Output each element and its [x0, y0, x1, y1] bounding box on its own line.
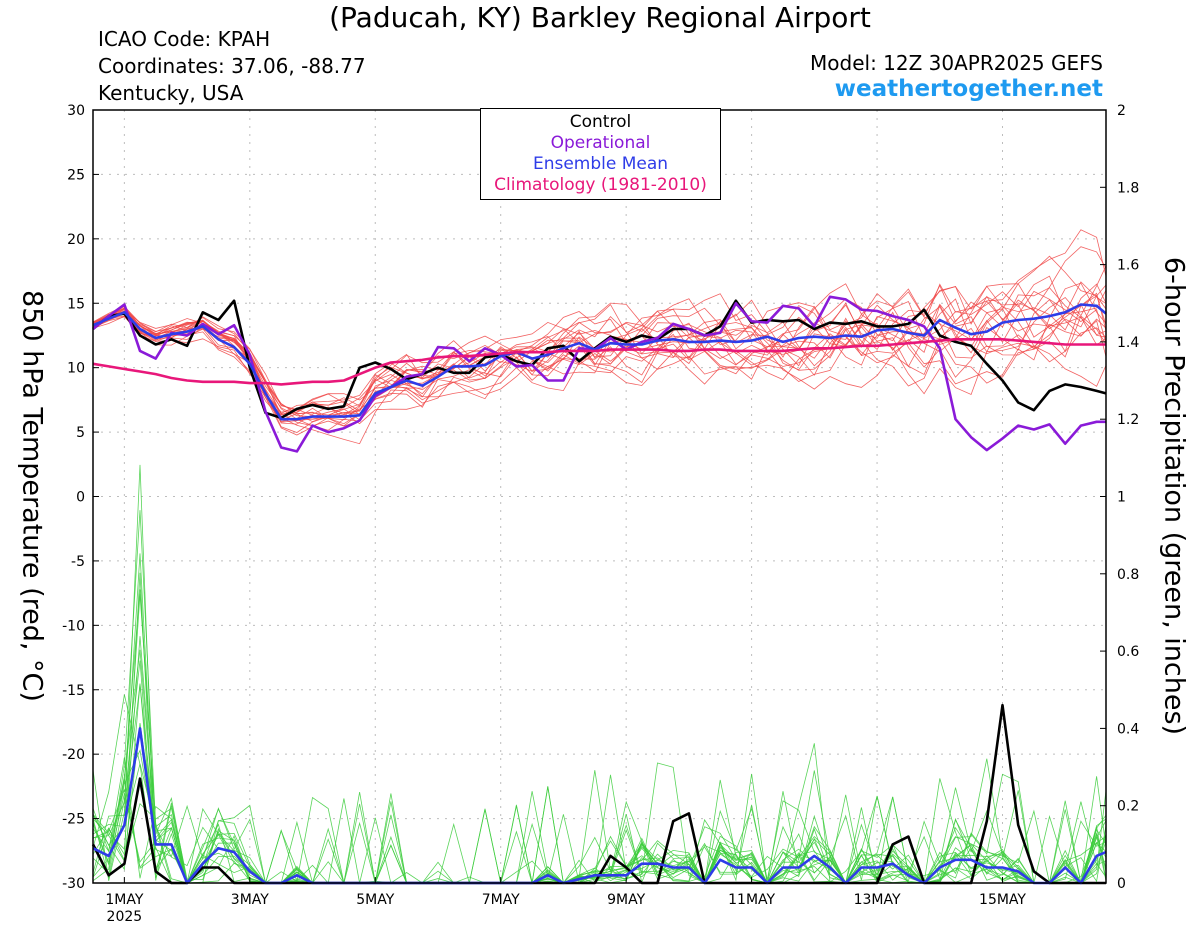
x-tick-label: 5MAY	[356, 892, 394, 908]
y-tick-label-left: -5	[71, 554, 85, 570]
x-tick-label: 3MAY	[231, 892, 269, 908]
y-tick-label-right: 2	[1117, 103, 1126, 119]
x-tick-label: 1MAY	[105, 892, 143, 908]
member-precip-line	[92, 594, 1107, 884]
coordinates: Coordinates: 37.06, -88.77	[98, 54, 366, 78]
y-tick-label-right: 0.2	[1117, 799, 1139, 815]
legend: Control Operational Ensemble Mean Climat…	[480, 108, 721, 200]
y-tick-label-left: -20	[62, 747, 85, 763]
y-tick-label-left: -30	[62, 876, 85, 892]
y-tick-label-right: 0.6	[1117, 644, 1139, 660]
x-tick-label: 15MAY	[979, 892, 1026, 908]
y-tick-label-left: 20	[67, 232, 85, 248]
location: Kentucky, USA	[98, 81, 244, 105]
mean-precip-line	[92, 727, 1107, 885]
x-tick-label: 13MAY	[854, 892, 901, 908]
grid-lines	[93, 110, 1106, 883]
x-tick-label: 7MAY	[482, 892, 520, 908]
y-tick-label-left: 15	[67, 296, 85, 312]
axes: 302520151050-5-10-15-20-25-3021.81.61.41…	[62, 103, 1139, 925]
y-tick-label-right: 1.8	[1117, 180, 1139, 196]
member-precip-line	[92, 649, 1107, 884]
x-tick-label: 9MAY	[607, 892, 645, 908]
y-tick-label-right: 1.4	[1117, 335, 1139, 351]
y-tick-label-left: 5	[76, 425, 85, 441]
legend-control: Control	[569, 112, 632, 132]
legend-ensemble-mean: Ensemble Mean	[532, 154, 669, 174]
y-tick-label-right: 0.4	[1117, 721, 1139, 737]
y-tick-label-right: 1.6	[1117, 258, 1139, 274]
site-link[interactable]: weathertogether.net	[834, 76, 1103, 102]
icao-code: ICAO Code: KPAH	[98, 27, 271, 51]
x-tick-sublabel: 2025	[107, 909, 143, 925]
member-temp-line	[92, 281, 1107, 415]
legend-operational: Operational	[550, 133, 651, 153]
y-tick-label-left: -15	[62, 683, 85, 699]
member-precip-line	[92, 553, 1107, 884]
y-tick-label-left: 30	[67, 103, 85, 119]
y-tick-label-left: 25	[67, 167, 85, 183]
chart-title: (Paducah, KY) Barkley Regional Airport	[329, 1, 871, 34]
y-tick-label-left: 0	[76, 490, 85, 506]
y-tick-label-left: -25	[62, 812, 85, 828]
plot-frame	[92, 109, 1107, 884]
y-tick-label-right: 0.8	[1117, 567, 1139, 583]
y-tick-label-left: 10	[67, 361, 85, 377]
member-precip-line	[92, 464, 1107, 884]
x-tick-label: 11MAY	[728, 892, 775, 908]
y-axis-label-left: 850 hPa Temperature (red, °C)	[16, 290, 48, 702]
climatology-temp-line	[92, 337, 1106, 386]
operational-temp-line	[92, 295, 1106, 453]
mean-temp-line	[92, 303, 1107, 421]
y-axis-label-right: 6-hour Precipitation (green, inches)	[1158, 256, 1190, 736]
member-precip-line	[92, 684, 1107, 885]
y-tick-label-right: 1.2	[1117, 412, 1139, 428]
legend-climatology: Climatology (1981-2010)	[494, 175, 707, 195]
y-tick-label-left: -10	[62, 618, 85, 634]
member-precip-line	[92, 749, 1107, 884]
y-tick-label-right: 0	[1117, 876, 1126, 892]
y-tick-label-right: 1	[1117, 490, 1126, 506]
model-run: Model: 12Z 30APR2025 GEFS	[810, 51, 1103, 75]
member-precip-line	[92, 572, 1107, 885]
